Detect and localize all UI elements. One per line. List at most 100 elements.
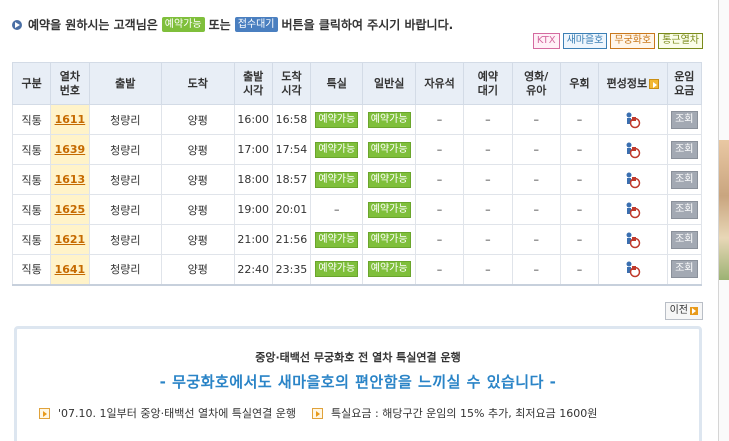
- dep-time-cell: 17:00: [233, 134, 273, 165]
- train-no-cell: 1613: [50, 164, 90, 195]
- notice-text-middle: 또는: [208, 18, 231, 32]
- train-no-link[interactable]: 1639: [54, 143, 86, 156]
- to-cell: 양평: [161, 224, 235, 255]
- to-cell: 양평: [161, 134, 235, 165]
- first-class-cell: 예약가능: [310, 224, 364, 255]
- standard-cell: 예약가능: [362, 104, 416, 135]
- from-cell: 청량리: [88, 104, 163, 135]
- standard-reserve-button[interactable]: 예약가능: [367, 201, 411, 218]
- promo-subtitle: 중앙·태백선 무궁화호 전 열차 특실연결 운행: [255, 351, 461, 364]
- standard-reserve-button[interactable]: 예약가능: [367, 171, 411, 188]
- fare-cell: 조회: [666, 164, 703, 195]
- dep-time-cell: 19:00: [233, 194, 273, 225]
- fare-lookup-button[interactable]: 조회: [671, 170, 698, 189]
- col-arrival: 도착: [161, 62, 235, 105]
- composition-cell: [598, 134, 668, 165]
- fare-lookup-button[interactable]: 조회: [671, 110, 698, 129]
- standard-cell: 예약가능: [362, 254, 416, 286]
- detour-cell: –: [559, 164, 600, 195]
- train-no-cell: 1639: [50, 134, 90, 165]
- fare-cell: 조회: [666, 194, 703, 225]
- movie-infant-cell: –: [511, 194, 561, 225]
- promo-box: 중앙·태백선 무궁화호 전 열차 특실연결 운행 - 무궁화호에서도 새마을호의…: [14, 326, 702, 441]
- legend-mugunghwa: 무궁화호: [610, 33, 656, 49]
- col-waitlist: 예약 대기: [463, 62, 513, 105]
- movie-infant-cell: –: [511, 134, 561, 165]
- fare-lookup-button[interactable]: 조회: [671, 140, 698, 159]
- free-seat-cell: –: [414, 134, 465, 165]
- from-cell: 청량리: [88, 194, 163, 225]
- arrow-right-icon: [690, 307, 698, 315]
- train-no-link[interactable]: 1621: [54, 233, 86, 246]
- first-class-cell: 예약가능: [310, 134, 364, 165]
- fare-cell: 조회: [666, 224, 703, 255]
- arr-time-cell: 16:58: [271, 104, 312, 135]
- train-no-cell: 1641: [50, 254, 90, 286]
- train-no-cell: 1611: [50, 104, 90, 135]
- type-cell: 직통: [11, 134, 52, 165]
- standard-cell: 예약가능: [362, 134, 416, 165]
- free-seat-cell: –: [414, 104, 465, 135]
- table-header-row: 구분 열차 번호 출발 도착 출발 시각 도착 시각 특실 일반실 자유석 예약…: [11, 62, 703, 105]
- composition-cell: [598, 254, 668, 286]
- first-class-cell: 예약가능: [310, 254, 364, 286]
- previous-label: 이전: [669, 305, 688, 316]
- fare-lookup-button[interactable]: 조회: [671, 230, 698, 249]
- train-timetable: 구분 열차 번호 출발 도착 출발 시각 도착 시각 특실 일반실 자유석 예약…: [11, 62, 703, 286]
- reservation-notice: 예약을 원하시는 고객님은 예약가능 또는 접수대기 버튼을 클릭하여 주시기 …: [12, 16, 453, 33]
- fare-lookup-button[interactable]: 조회: [671, 260, 698, 279]
- table-row: 직통 1621 청량리 양평 21:00 21:56 예약가능 예약가능 – – – – 조회: [11, 224, 703, 255]
- standard-reserve-button[interactable]: 예약가능: [367, 141, 411, 158]
- train-no-link[interactable]: 1613: [54, 173, 86, 186]
- composition-info-icon[interactable]: [623, 141, 643, 159]
- first-class-cell: –: [310, 194, 364, 225]
- dep-time-cell: 16:00: [233, 104, 273, 135]
- type-cell: 직통: [11, 254, 52, 286]
- train-no-link[interactable]: 1611: [54, 113, 86, 126]
- detour-cell: –: [559, 254, 600, 286]
- waitlist-cell: –: [463, 194, 513, 225]
- notice-text-after: 버튼을 클릭하여 주시기 바랍니다.: [281, 18, 454, 32]
- train-no-link[interactable]: 1625: [54, 203, 86, 216]
- first-class-reserve-button[interactable]: 예약가능: [315, 111, 359, 128]
- dep-time-cell: 21:00: [233, 224, 273, 255]
- col-first-class: 특실: [310, 62, 364, 105]
- legend-commuter: 통근열차: [658, 33, 703, 49]
- composition-info-icon[interactable]: [623, 111, 643, 129]
- table-row: 직통 1641 청량리 양평 22:40 23:35 예약가능 예약가능 – – – – 조회: [11, 254, 703, 286]
- col-dep-time: 출발 시각: [233, 62, 273, 105]
- composition-info-icon[interactable]: [623, 260, 643, 278]
- detour-cell: –: [559, 194, 600, 225]
- promo-notes: '07.10. 1일부터 중앙·태백선 열차에 특실연결 운행 특실요금 : 해…: [39, 405, 597, 421]
- fare-cell: 조회: [666, 104, 703, 135]
- composition-info-icon[interactable]: [623, 231, 643, 249]
- col-arr-time: 도착 시각: [271, 62, 312, 105]
- first-class-reserve-button[interactable]: 예약가능: [315, 261, 359, 278]
- previous-button[interactable]: 이전: [664, 302, 703, 320]
- free-seat-cell: –: [414, 164, 465, 195]
- first-class-reserve-button[interactable]: 예약가능: [315, 171, 359, 188]
- table-row: 직통 1639 청량리 양평 17:00 17:54 예약가능 예약가능 – – – – 조회: [11, 134, 703, 165]
- col-fare: 운임 요금: [666, 62, 703, 105]
- first-class-reserve-button[interactable]: 예약가능: [315, 141, 359, 158]
- arr-time-cell: 17:54: [271, 134, 312, 165]
- col-type: 구분: [11, 62, 52, 105]
- waitlist-badge: 접수대기: [234, 17, 278, 32]
- composition-arrow-icon[interactable]: [649, 78, 660, 89]
- composition-info-icon[interactable]: [623, 171, 643, 189]
- standard-reserve-button[interactable]: 예약가능: [367, 261, 411, 278]
- bullet-icon: [12, 19, 22, 30]
- train-no-link[interactable]: 1641: [54, 262, 86, 276]
- waitlist-cell: –: [463, 164, 513, 195]
- first-class-reserve-button[interactable]: 예약가능: [315, 231, 359, 248]
- promo-note: '07.10. 1일부터 중앙·태백선 열차에 특실연결 운행: [39, 405, 296, 421]
- from-cell: 청량리: [88, 164, 163, 195]
- waitlist-cell: –: [463, 104, 513, 135]
- free-seat-cell: –: [414, 194, 465, 225]
- standard-reserve-button[interactable]: 예약가능: [367, 111, 411, 128]
- composition-info-icon[interactable]: [623, 201, 643, 219]
- from-cell: 청량리: [88, 134, 163, 165]
- standard-reserve-button[interactable]: 예약가능: [367, 231, 411, 248]
- fare-lookup-button[interactable]: 조회: [671, 200, 698, 219]
- fare-cell: 조회: [666, 254, 703, 286]
